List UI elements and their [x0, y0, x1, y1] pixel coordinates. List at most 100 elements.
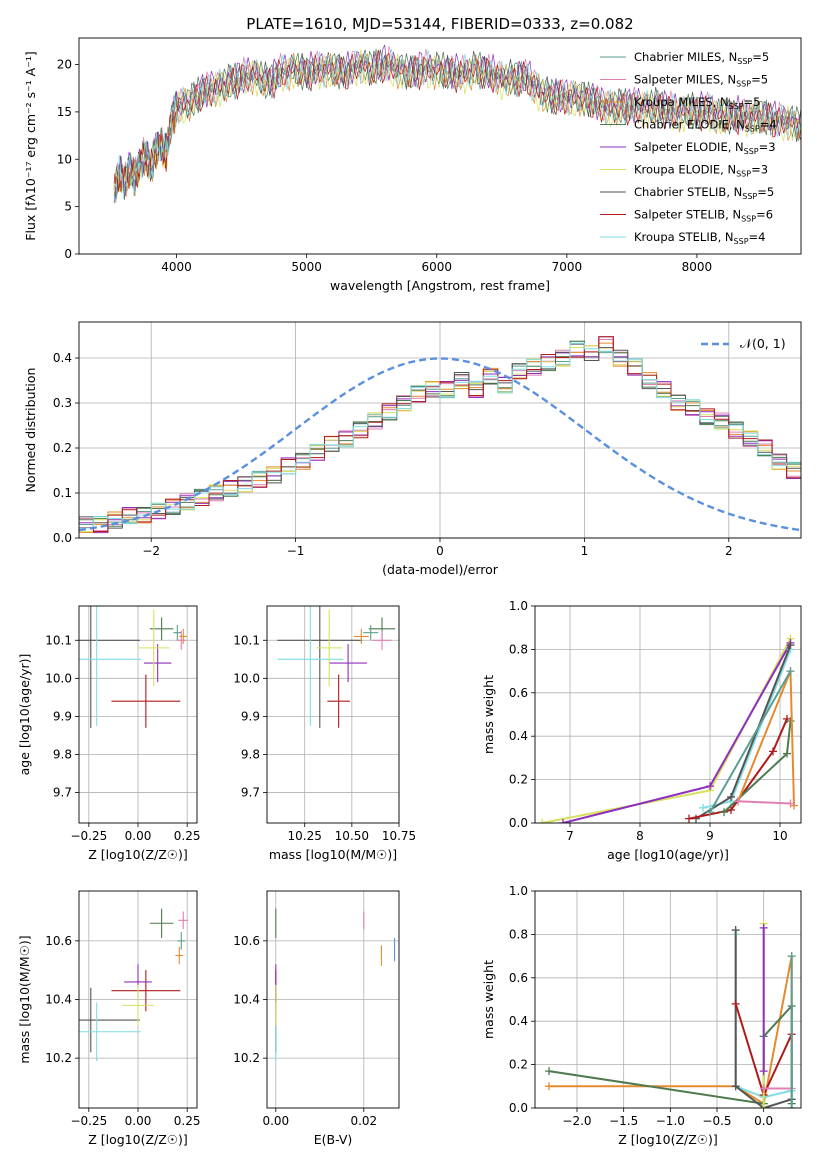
- x-tick-label: 0.25: [174, 829, 201, 843]
- x-axis-label: age [log10(age/yr)]: [607, 847, 729, 862]
- axes-frame: [78, 890, 198, 1109]
- legend-label: Kroupa STELIB, NSSP=4: [634, 230, 765, 246]
- y-tick-label: 10.2: [233, 1051, 260, 1065]
- x-tick-label: 7: [566, 829, 574, 843]
- weight-marker: [731, 926, 740, 935]
- weight-marker: [727, 792, 735, 801]
- x-tick-label: 0.25: [174, 1114, 201, 1128]
- legend-label: Chabrier MILES, NSSP=5: [634, 50, 769, 66]
- axes-frame: [534, 605, 802, 824]
- y-tick-label: 10.6: [45, 934, 72, 948]
- y-tick-label: 0: [64, 247, 72, 261]
- x-tick-label: −1: [287, 544, 305, 558]
- y-axis-label: mass weight: [481, 960, 496, 1039]
- weight-marker: [545, 1067, 553, 1076]
- x-tick-label: 0.02: [350, 1114, 377, 1128]
- weight-marker: [769, 747, 777, 756]
- y-tick-label: 10.6: [233, 934, 260, 948]
- x-tick-label: 0.0: [754, 1114, 773, 1128]
- legend-label: 𝒩(0, 1): [740, 336, 786, 351]
- mass_weight_vs_Z-marks: [545, 919, 796, 1108]
- x-tick-label: 5000: [291, 260, 322, 274]
- residuals-marks: [79, 336, 801, 534]
- weight-marker: [786, 667, 795, 676]
- y-tick-label: 0.4: [509, 1014, 528, 1028]
- x-tick-label: 9: [706, 829, 714, 843]
- x-tick-label: 10.75: [382, 829, 416, 843]
- weight-marker: [787, 1104, 796, 1108]
- age_vs_mass-marks: [277, 606, 396, 728]
- y-tick-label: 0.0: [53, 531, 72, 545]
- spectrum-marks: [113, 44, 801, 204]
- y-tick-label: 10.0: [45, 671, 72, 685]
- x-tick-label: 6000: [421, 260, 452, 274]
- x-tick-label: 1: [581, 544, 589, 558]
- x-axis-label: mass [log10(M/M☉)]: [269, 847, 397, 862]
- weight-marker: [706, 808, 714, 817]
- weight-marker: [783, 749, 791, 758]
- x-tick-label: −2.0: [562, 1114, 591, 1128]
- x-tick-label: 4000: [161, 260, 192, 274]
- y-tick-label: 10.0: [233, 671, 260, 685]
- axes-frame: [534, 890, 802, 1109]
- y-axis-label: mass weight: [481, 675, 496, 754]
- weight-marker: [706, 782, 714, 791]
- age_vs_Z-panel: −0.25 0.00 0.25 9.7 9.8 9.9 10.0 10.1 Z [log10(Z…: [17, 605, 201, 862]
- x-tick-label: 10.25: [288, 829, 322, 843]
- x-tick-label: 0: [436, 544, 444, 558]
- y-tick-label: 9.9: [241, 709, 260, 723]
- weight-marker: [787, 952, 796, 961]
- x-tick-label: −0.25: [70, 1114, 107, 1128]
- weight-marker: [545, 1082, 553, 1091]
- x-tick-label: 0.00: [125, 829, 152, 843]
- spectrum-panel: 4000 5000 6000 7000 8000 0 5 10 15 20 wavelength […: [23, 37, 802, 293]
- x-tick-label: 7000: [552, 260, 583, 274]
- x-tick-label: −0.25: [70, 829, 107, 843]
- legend-label: Salpeter ELODIE, NSSP=3: [634, 140, 776, 156]
- weight-marker: [720, 808, 728, 817]
- legend-label: Kroupa ELODIE, NSSP=3: [634, 163, 768, 179]
- y-axis-label: Flux [fλ10⁻¹⁷ erg cm⁻² s⁻¹ A⁻¹]: [23, 51, 38, 240]
- x-axis-label: (data-model)/error: [382, 562, 499, 577]
- y-tick-label: 0.0: [509, 1101, 528, 1115]
- spectrum-series-line: [113, 49, 801, 192]
- x-tick-label: 8: [636, 829, 644, 843]
- y-axis-label: Normed distribution: [23, 368, 38, 493]
- spectrum-series-line: [113, 48, 801, 202]
- y-tick-label: 0.6: [509, 971, 528, 985]
- legend-label: Salpeter STELIB, NSSP=6: [634, 208, 773, 224]
- weight-marker: [734, 797, 742, 806]
- x-axis-label: wavelength [Angstrom, rest frame]: [330, 278, 550, 293]
- axes-frame: [78, 605, 198, 824]
- y-tick-label: 5: [64, 200, 72, 214]
- y-tick-label: 0.8: [509, 927, 528, 941]
- y-axis-label: age [log10(age/yr)]: [17, 654, 32, 776]
- mass_vs_EBV-marks: [275, 908, 396, 1062]
- mass_weight_vs_age-panel: 7 8 9 10 0.0 0.2 0.4 0.6 0.8 1.0 age [log10(age/yr…: [481, 599, 802, 862]
- weight-marker: [559, 819, 567, 823]
- x-tick-label: −1.5: [609, 1114, 638, 1128]
- weight-marker: [786, 641, 795, 650]
- x-axis-label: Z [log10(Z/Z☉)]: [88, 847, 188, 862]
- y-tick-label: 0.2: [509, 1058, 528, 1072]
- x-tick-label: −1.0: [656, 1114, 685, 1128]
- legend-label: Salpeter MILES, NSSP=5: [634, 73, 768, 89]
- normal-curve: [79, 357, 801, 532]
- y-tick-label: 0.4: [53, 351, 72, 365]
- weight-marker: [685, 814, 693, 823]
- axes-frame: [78, 37, 802, 255]
- x-tick-label: −2: [142, 544, 160, 558]
- figure-title: PLATE=1610, MJD=53144, FIBERID=0333, z=0…: [246, 15, 633, 33]
- x-axis-label: E(B-V): [314, 1132, 353, 1147]
- weight-line: [737, 800, 791, 805]
- age_vs_Z-marks: [79, 606, 188, 728]
- y-tick-label: 9.7: [53, 786, 72, 800]
- mass_vs_Z-panel: −0.25 0.00 0.25 10.2 10.4 10.6 Z [log10(Z/Z☉)]…: [17, 890, 201, 1147]
- y-tick-label: 9.8: [53, 747, 72, 761]
- y-tick-label: 9.8: [241, 747, 260, 761]
- residuals-panel: −2 −1 0 1 2 0.0 0.1 0.2 0.3 0.4 (data-model)/error…: [23, 321, 802, 577]
- y-tick-label: 0.2: [53, 441, 72, 455]
- mass_weight_vs_age-marks: [538, 634, 798, 823]
- x-tick-label: 10.50: [335, 829, 369, 843]
